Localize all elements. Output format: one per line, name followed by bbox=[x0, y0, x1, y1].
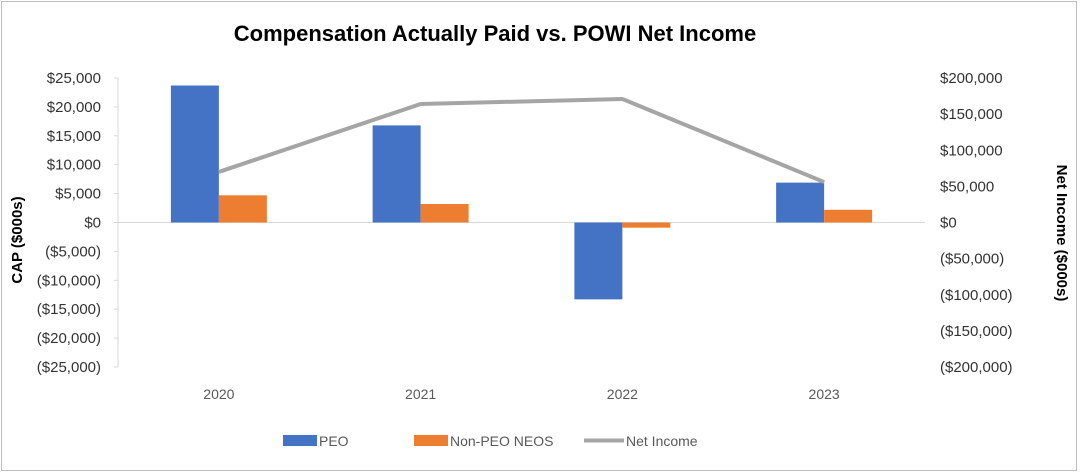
bar-peo-2020 bbox=[170, 85, 219, 223]
left-tick-label: ($25,000) bbox=[37, 359, 101, 376]
left-tick-label: ($5,000) bbox=[45, 243, 101, 260]
line-series-group bbox=[218, 96, 825, 184]
left-tick-label: $5,000 bbox=[55, 186, 101, 203]
bar-peo-2022 bbox=[574, 222, 623, 300]
line-point-2023 bbox=[823, 181, 825, 183]
left-tick-label: $20,000 bbox=[47, 99, 101, 116]
left-tick-label: ($10,000) bbox=[37, 272, 101, 289]
bar-peo-2023 bbox=[776, 182, 825, 223]
right-tick-label: ($50,000) bbox=[940, 251, 1004, 268]
right-tick-label: ($100,000) bbox=[940, 287, 1013, 304]
legend-swatch-peo bbox=[283, 435, 317, 446]
line-point-2022 bbox=[621, 98, 623, 100]
legend-label-net-income: Net Income bbox=[626, 433, 698, 449]
x-tick-label: 2021 bbox=[405, 386, 436, 402]
bar-non-peo-neos-2021 bbox=[420, 204, 469, 223]
bar-non-peo-neos-2022 bbox=[622, 222, 671, 228]
left-tick-label: $0 bbox=[84, 215, 101, 232]
right-axis-title: Net Income ($000s) bbox=[1053, 165, 1070, 302]
legend-label-non-peo-neos: Non-PEO NEOS bbox=[450, 433, 553, 449]
right-tick-label: ($200,000) bbox=[940, 359, 1013, 376]
left-axis-ticks: $25,000 $20,000 $15,000 $10,000 $5,000 $0 ($5,… bbox=[37, 70, 118, 376]
right-tick-label: $200,000 bbox=[940, 70, 1003, 87]
left-tick-label: ($15,000) bbox=[37, 301, 101, 318]
x-tick-label: 2022 bbox=[607, 386, 638, 402]
right-axis-ticks: $200,000 $150,000 $100,000 $50,000 $0 ($50,00… bbox=[940, 70, 1013, 376]
left-tick-label: $10,000 bbox=[47, 157, 101, 174]
right-tick-label: $150,000 bbox=[940, 106, 1003, 123]
x-tick-label: 2023 bbox=[809, 386, 840, 402]
line-point-2020 bbox=[218, 171, 220, 173]
x-axis-ticks: 2020 2021 2022 2023 bbox=[203, 386, 840, 402]
line-net-income bbox=[218, 96, 825, 184]
right-tick-label: $0 bbox=[940, 215, 957, 232]
left-tick-label: $25,000 bbox=[47, 70, 101, 87]
legend-swatch-non-peo-neos bbox=[414, 435, 448, 446]
left-tick-label: $15,000 bbox=[47, 128, 101, 145]
right-tick-label: ($150,000) bbox=[940, 323, 1013, 340]
right-tick-label: $50,000 bbox=[940, 178, 994, 195]
left-axis-title: CAP ($000s) bbox=[9, 196, 26, 283]
bars-group bbox=[170, 85, 873, 300]
bar-peo-2021 bbox=[372, 125, 421, 223]
bar-non-peo-neos-2020 bbox=[218, 195, 267, 223]
legend-label-peo: PEO bbox=[319, 433, 349, 449]
left-tick-label: ($20,000) bbox=[37, 330, 101, 347]
line-point-2021 bbox=[420, 103, 422, 105]
legend: PEO Non-PEO NEOS Net Income bbox=[283, 433, 698, 449]
bar-non-peo-neos-2023 bbox=[824, 209, 873, 223]
right-tick-label: $100,000 bbox=[940, 142, 1003, 159]
x-tick-label: 2020 bbox=[203, 386, 234, 402]
chart-title: Compensation Actually Paid vs. POWI Net … bbox=[234, 21, 756, 46]
